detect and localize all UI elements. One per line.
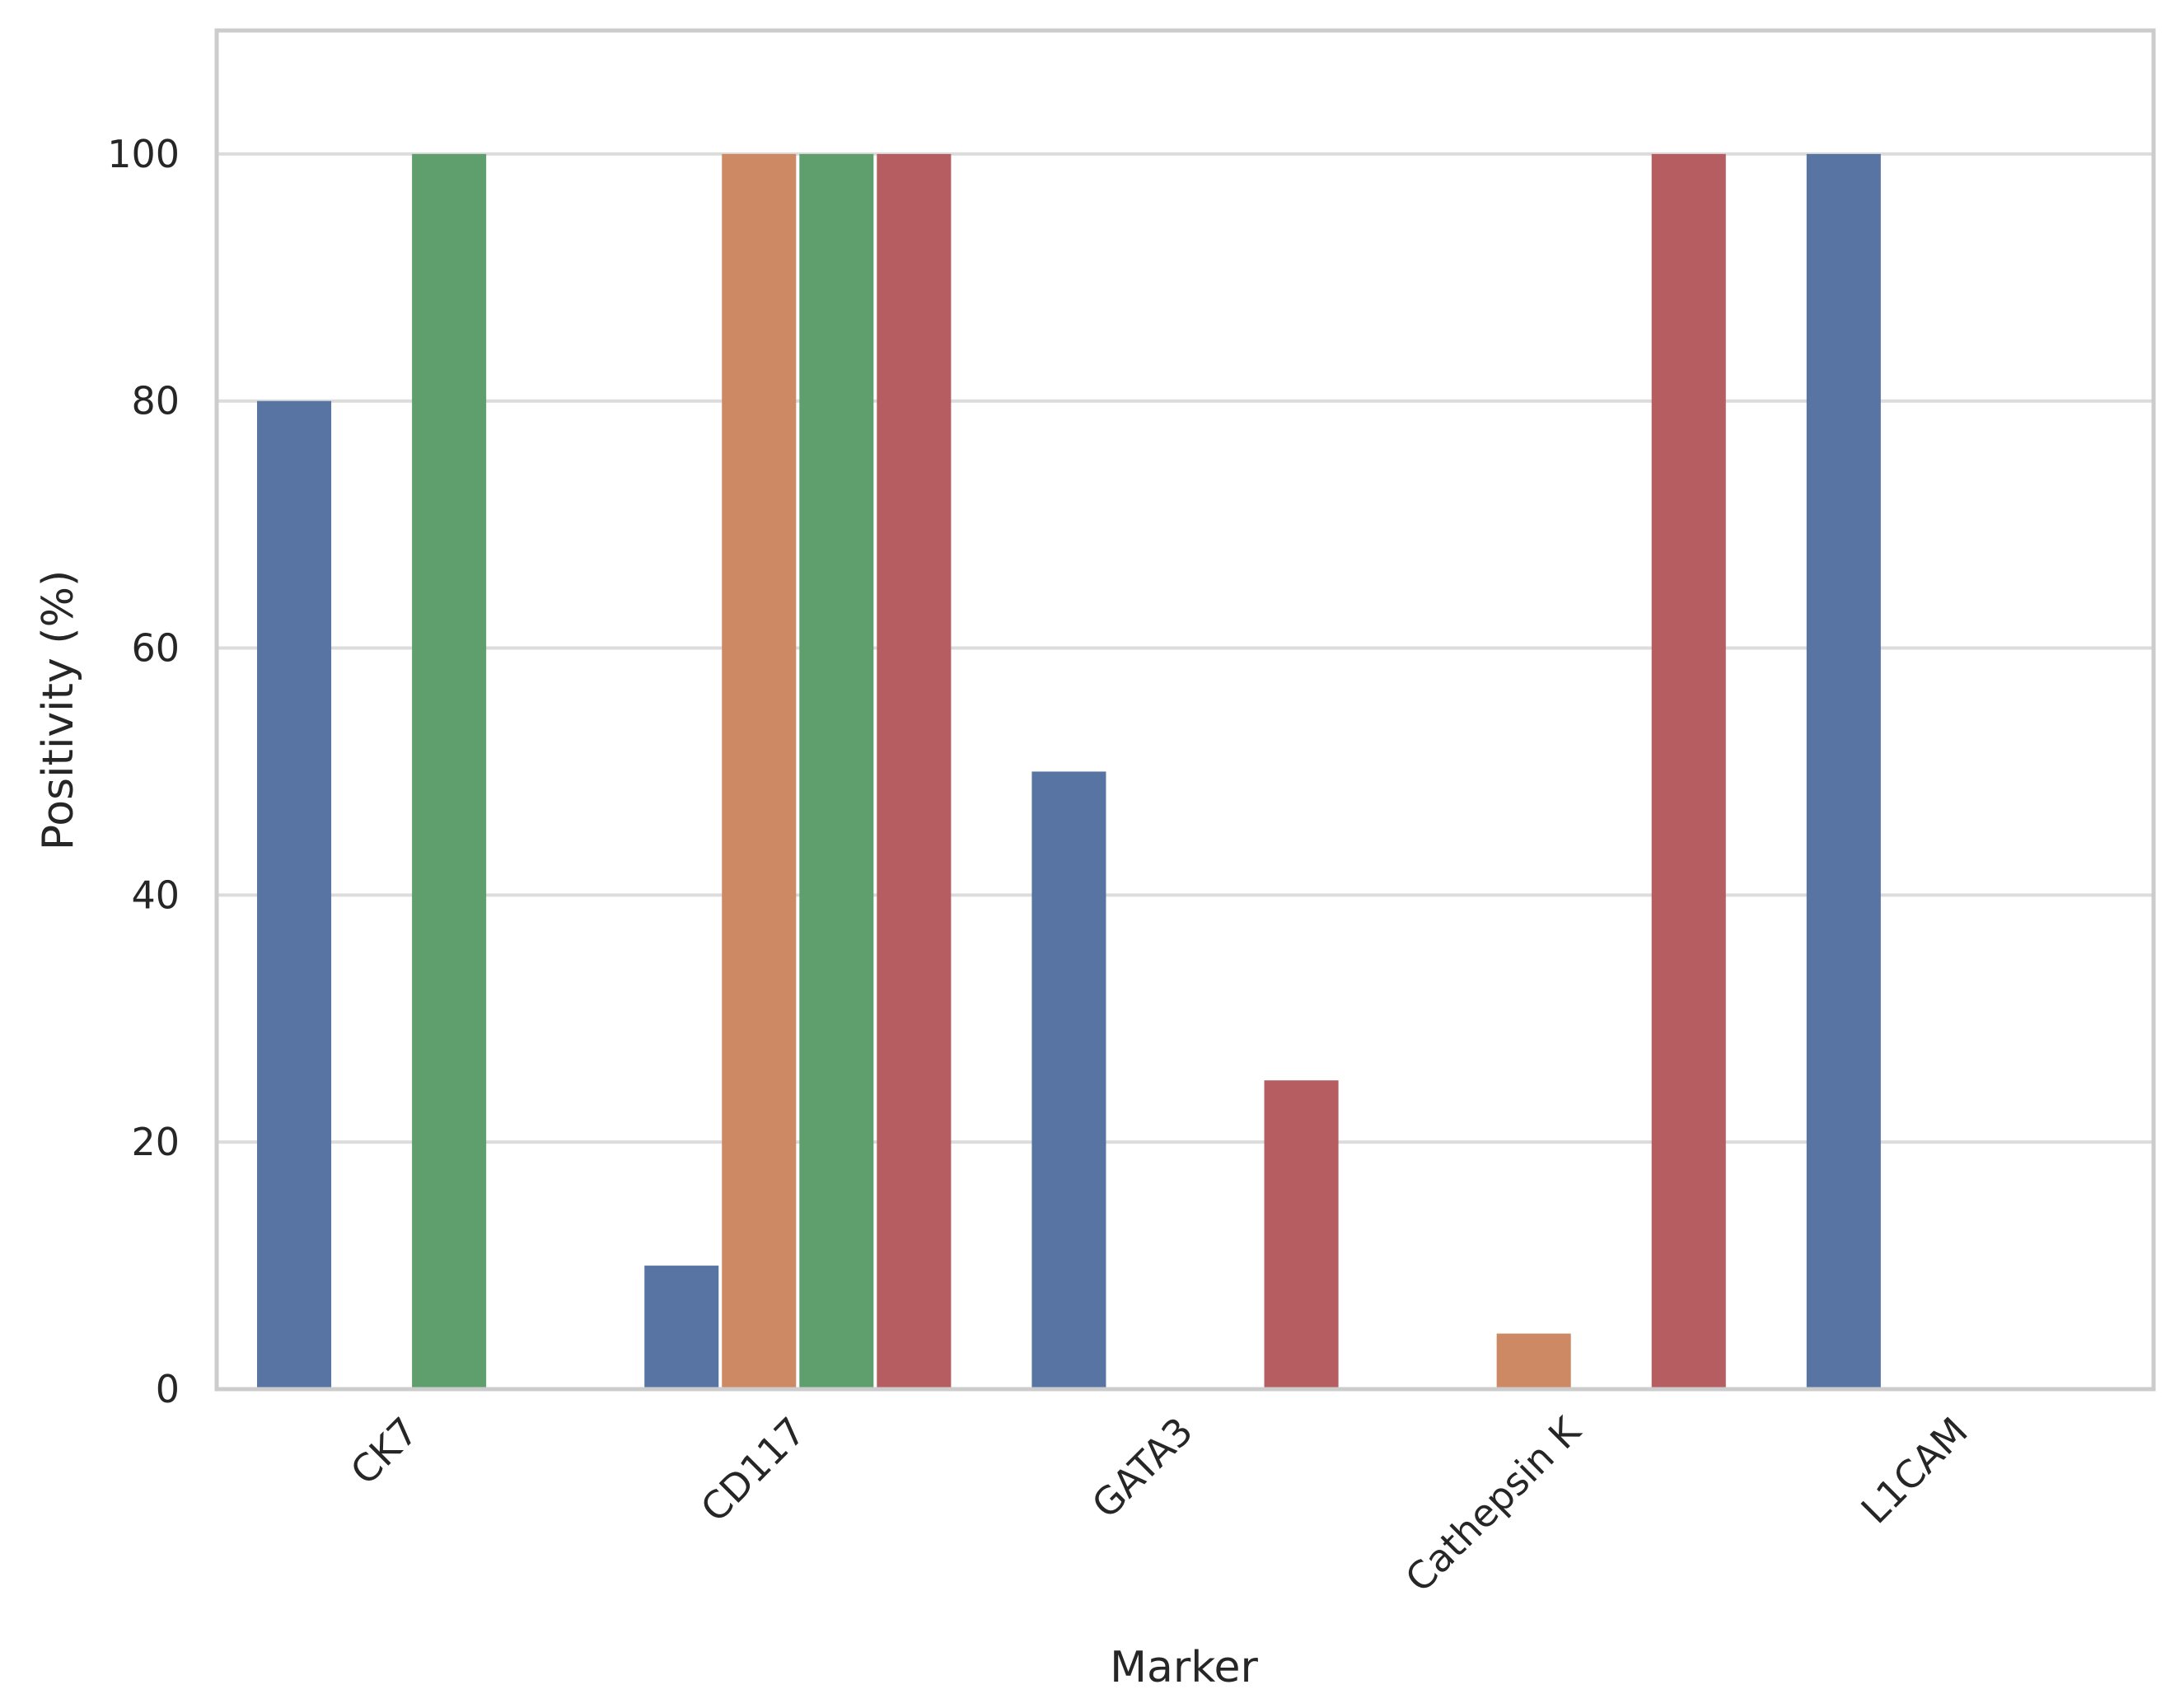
bar (1806, 153, 1881, 1390)
x-tick-label: GATA3 (1083, 1409, 1201, 1527)
bar (1264, 1080, 1339, 1389)
x-axis-label: Marker (1110, 1643, 1258, 1692)
bar (1496, 1333, 1571, 1389)
bar (412, 153, 487, 1390)
y-tick-label: 100 (107, 132, 180, 176)
y-tick-label: 20 (131, 1120, 180, 1164)
bars (257, 153, 1881, 1390)
y-tick-label: 40 (131, 873, 180, 917)
y-axis-label: Positivity (%) (34, 570, 83, 851)
y-tick-labels: 0 20 40 60 80 100 (107, 132, 180, 1411)
bar (644, 1266, 719, 1389)
plot-frame (214, 28, 2156, 1392)
y-tick-label: 0 (156, 1367, 180, 1411)
x-tick-label: CD117 (692, 1409, 814, 1531)
bar (877, 153, 952, 1390)
x-tick-label: CK7 (342, 1409, 427, 1494)
bar (257, 400, 332, 1389)
x-tick-label: L1CAM (1853, 1409, 1976, 1533)
y-tick-label: 80 (131, 379, 180, 423)
bar (722, 153, 797, 1390)
bar (1651, 153, 1726, 1390)
bar (799, 153, 874, 1390)
x-tick-labels: CK7 CD117 GATA3 Cathepsin K L1CAM (342, 1407, 1976, 1600)
y-tick-label: 60 (131, 626, 180, 671)
bar (1031, 771, 1106, 1389)
x-tick-label: Cathepsin K (1396, 1407, 1589, 1600)
